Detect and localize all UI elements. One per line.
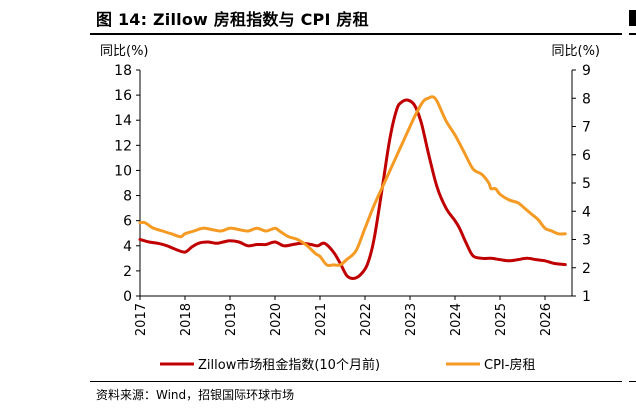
right-tick-label: 4 bbox=[582, 204, 591, 220]
right-tick-label: 6 bbox=[582, 148, 591, 164]
x-tick-label: 2024 bbox=[449, 303, 464, 336]
legend: Zillow市场租金指数(10个月前) CPI-房租 bbox=[160, 357, 535, 373]
left-tick-label: 6 bbox=[123, 214, 132, 230]
series-lines bbox=[138, 95, 567, 280]
clipped-neighbor-rule-top bbox=[629, 33, 636, 35]
right-tick-label: 8 bbox=[582, 91, 591, 107]
x-tick-label: 2020 bbox=[269, 303, 284, 336]
right-axis-label: 同比(%) bbox=[552, 44, 601, 59]
right-tick-label: 9 bbox=[582, 63, 591, 79]
right-tick-label: 2 bbox=[582, 261, 591, 277]
x-tick-label: 2025 bbox=[494, 303, 509, 336]
left-tick-label: 0 bbox=[123, 289, 132, 305]
source-note: 资料来源：Wind，招银国际环球市场 bbox=[96, 388, 295, 402]
left-tick-label: 18 bbox=[114, 63, 132, 79]
right-tick-label: 7 bbox=[582, 120, 591, 136]
left-tick-label: 8 bbox=[123, 189, 132, 205]
x-tick-label: 2019 bbox=[224, 303, 239, 336]
series-cpi-line bbox=[138, 95, 567, 268]
figure-title: 图 14: Zillow 房租指数与 CPI 房租 bbox=[96, 10, 369, 29]
left-tick-label: 14 bbox=[114, 113, 132, 129]
x-tick-label: 2023 bbox=[404, 303, 419, 336]
x-tick-label: 2021 bbox=[314, 303, 329, 336]
left-tick-label: 12 bbox=[114, 138, 132, 154]
right-tick-label: 5 bbox=[582, 176, 591, 192]
x-tick-label: 2026 bbox=[539, 303, 554, 336]
source-rule bbox=[90, 381, 622, 382]
legend-label-cpi: CPI-房租 bbox=[484, 357, 535, 373]
left-tick-label: 10 bbox=[114, 163, 132, 179]
left-axis-label: 同比(%) bbox=[100, 44, 149, 59]
right-tick-label: 1 bbox=[582, 289, 591, 305]
title-rule bbox=[90, 33, 622, 35]
series-zillow-line bbox=[138, 98, 567, 280]
left-tick-label: 2 bbox=[123, 264, 132, 280]
clipped-neighbor-title bbox=[629, 10, 636, 26]
legend-label-zillow: Zillow市场租金指数(10个月前) bbox=[198, 357, 380, 373]
x-tick-label: 2022 bbox=[359, 303, 374, 336]
right-tick-label: 3 bbox=[582, 233, 591, 249]
left-tick-label: 4 bbox=[123, 239, 132, 255]
x-tick-label: 2018 bbox=[179, 303, 194, 336]
left-tick-label: 16 bbox=[114, 88, 132, 104]
clipped-neighbor-rule-bottom bbox=[629, 381, 636, 382]
x-tick-label: 2017 bbox=[134, 303, 149, 336]
